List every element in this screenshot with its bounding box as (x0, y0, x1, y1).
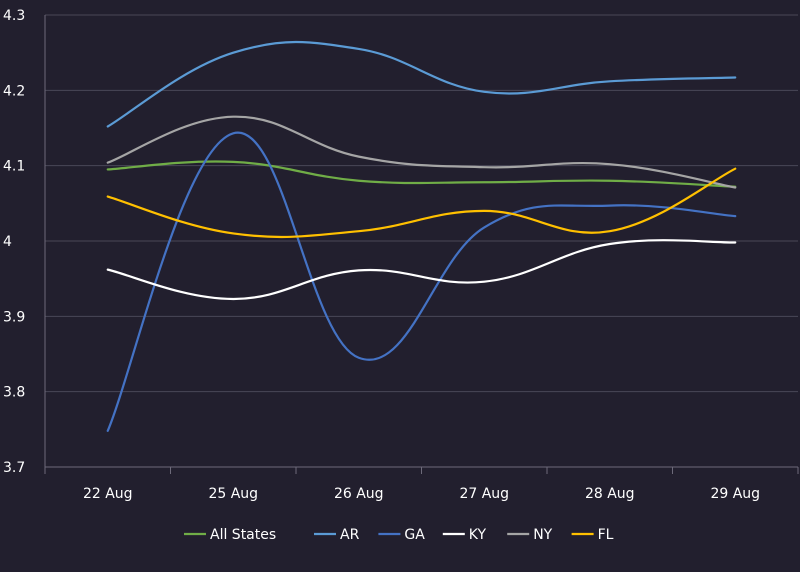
legend-label-all-states: All States (210, 527, 276, 543)
x-axis-tick-labels: 22 Aug 25 Aug 26 Aug 27 Aug 28 Aug 29 Aug (83, 486, 760, 502)
series-line-all-states (106, 160, 737, 188)
legend: All States AR GA KY NY FL (184, 527, 614, 543)
x-tick-label: 27 Aug (459, 486, 509, 502)
y-tick-label: 3.9 (3, 309, 25, 325)
legend-label-ky: KY (469, 527, 487, 543)
x-tick-label: 29 Aug (710, 486, 760, 502)
x-tick-label: 26 Aug (334, 486, 384, 502)
legend-label-fl: FL (598, 527, 614, 543)
x-tick-label: 25 Aug (208, 486, 258, 502)
y-tick-label: 4.3 (3, 8, 25, 24)
x-tick-label: 22 Aug (83, 486, 133, 502)
series-line-ar (106, 40, 737, 128)
y-tick-label: 4 (3, 234, 12, 250)
x-tick-label: 28 Aug (585, 486, 635, 502)
series-line-ga (106, 131, 737, 432)
y-tick-label: 4.2 (3, 83, 25, 99)
series-line-ny (106, 115, 737, 189)
series-line-fl (106, 167, 737, 239)
y-tick-label: 3.8 (3, 385, 25, 401)
y-tick-label: 4.1 (3, 159, 25, 175)
legend-label-ny: NY (533, 527, 552, 543)
y-axis-tick-labels: 3.7 3.8 3.9 4 4.1 4.2 4.3 (3, 8, 25, 476)
legend-label-ar: AR (340, 527, 360, 543)
series-line-ky (106, 239, 737, 301)
legend-label-ga: GA (404, 527, 425, 543)
series-lines (106, 40, 737, 432)
axes (44, 15, 799, 474)
y-tick-label: 3.7 (3, 460, 25, 476)
